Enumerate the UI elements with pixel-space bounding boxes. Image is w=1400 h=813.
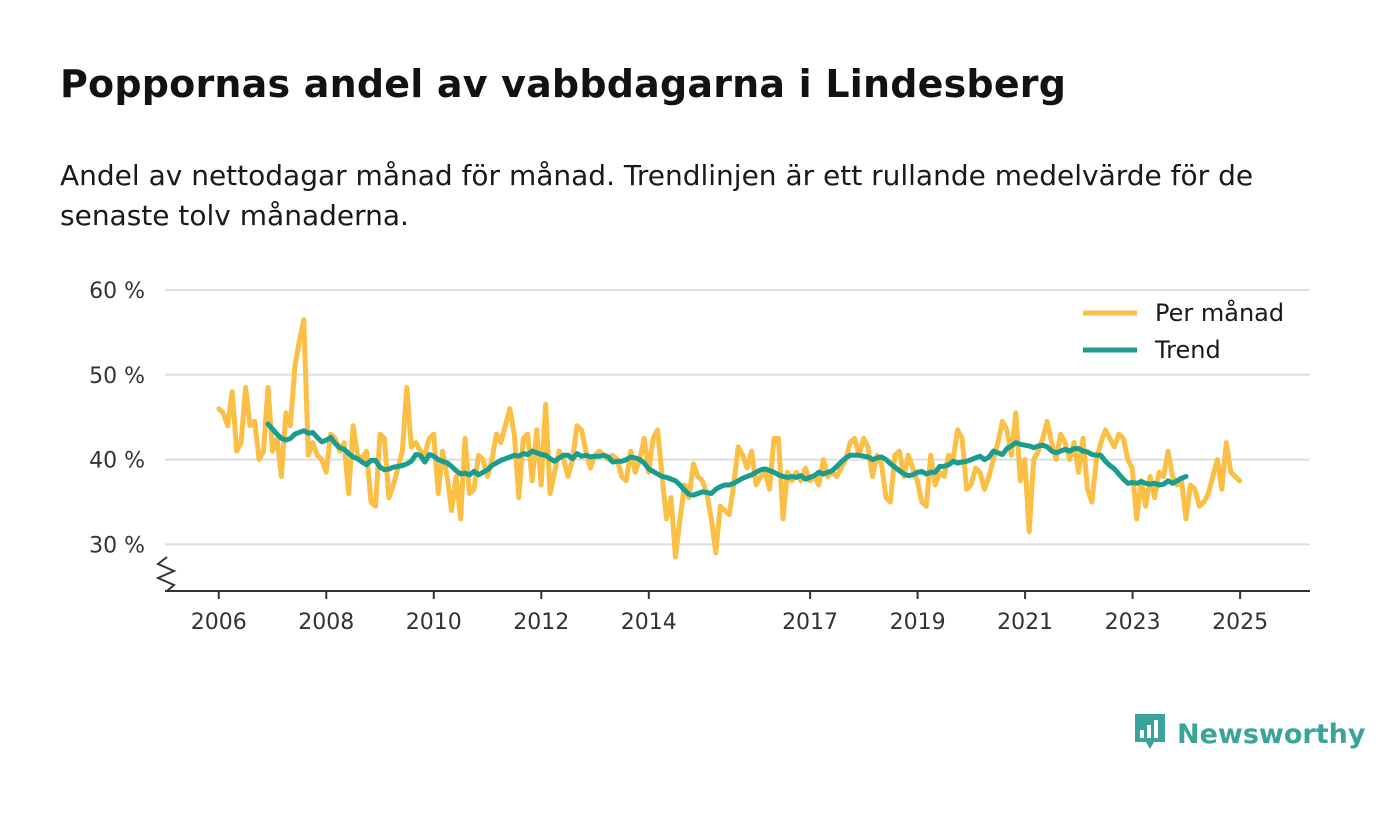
x-tick-label: 2008: [298, 610, 354, 635]
x-tick-label: 2019: [890, 610, 946, 635]
x-tick-label: 2014: [621, 610, 677, 635]
legend-label: Trend: [1154, 336, 1221, 364]
series-line-per-manad: [216, 317, 1243, 560]
legend: Per månad Trend: [1078, 298, 1300, 370]
axis-break-icon: [155, 556, 177, 592]
newsworthy-logo-icon: [1133, 712, 1167, 756]
series-line-trend: [265, 421, 1189, 498]
legend-label: Per månad: [1155, 298, 1284, 327]
x-tick-label: 2023: [1105, 610, 1161, 635]
y-axis: 30 % 40 % 50 % 60 %: [89, 279, 145, 558]
x-tick-label: 2017: [782, 610, 838, 635]
y-tick-label: 60 %: [89, 279, 145, 304]
legend-background: [1078, 298, 1300, 370]
x-tick-label: 2006: [191, 610, 247, 635]
x-tick-label: 2012: [513, 610, 569, 635]
chart-title: Poppornas andel av vabbdagarna i Lindesb…: [60, 62, 1067, 106]
brand-logo: Newsworthy: [1133, 712, 1365, 756]
x-axis: 2006 2008 2010 2012 2014 2017 2019 2021 2023 2025: [155, 556, 1310, 635]
y-tick-label: 40 %: [89, 449, 145, 474]
x-tick-label: 2010: [406, 610, 462, 635]
chart-subtitle: Andel av nettodagar månad för månad. Tre…: [60, 159, 1254, 232]
x-tick-label: 2021: [997, 610, 1053, 635]
y-tick-label: 30 %: [89, 533, 145, 558]
series-group: [216, 317, 1243, 560]
brand-name: Newsworthy: [1177, 718, 1366, 750]
x-tick-label: 2025: [1212, 610, 1268, 635]
y-tick-label: 50 %: [89, 364, 145, 389]
